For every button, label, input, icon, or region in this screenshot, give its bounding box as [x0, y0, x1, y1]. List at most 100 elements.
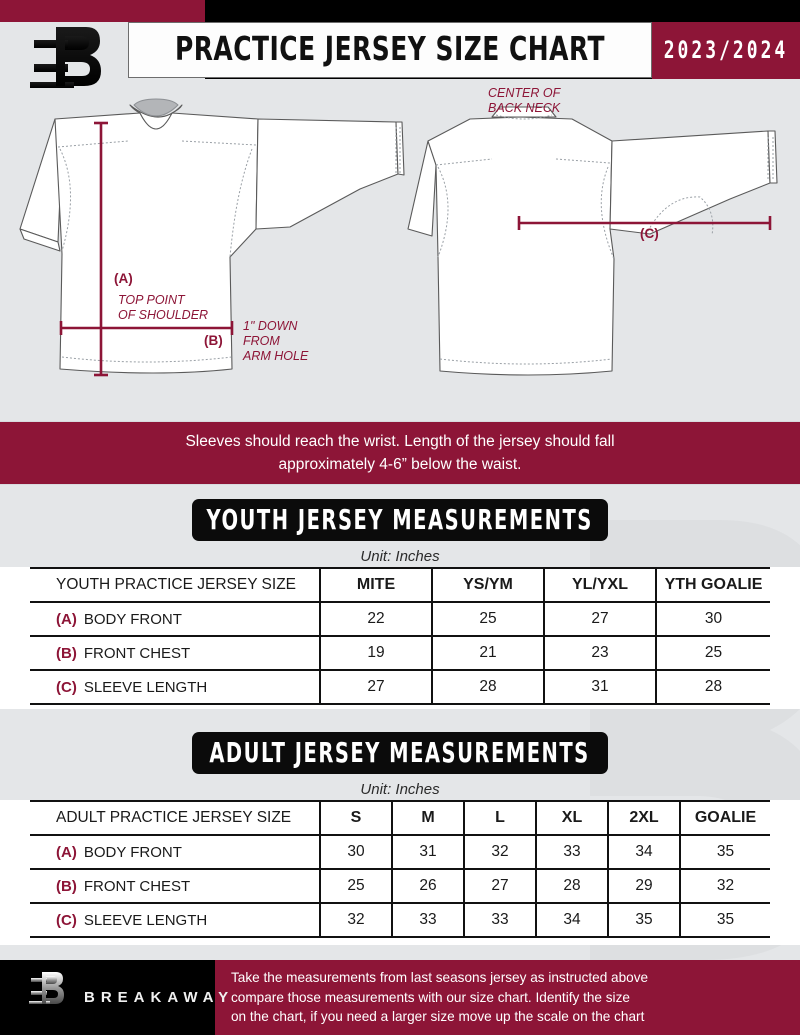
- youth-table-wrap: YOUTH PRACTICE JERSEY SIZE MITE YS/YM YL…: [0, 567, 800, 709]
- youth-row-letter-0: (A): [56, 610, 77, 628]
- youth-col-header-3: YTH GOALIE: [655, 567, 770, 603]
- adult-row-letter-0: (A): [56, 843, 77, 861]
- adult-cell-0-1: 31: [391, 834, 464, 870]
- header-band: PRACTICE JERSEY SIZE CHART 2023/2024: [0, 22, 800, 79]
- adult-cell-1-4: 29: [607, 868, 680, 904]
- adult-table-wrap: ADULT PRACTICE JERSEY SIZE S M L XL 2XL …: [0, 800, 800, 945]
- footer: BREAKAWAY Take the measurements from las…: [0, 960, 800, 1035]
- adult-size-header: ADULT PRACTICE JERSEY SIZE: [30, 800, 320, 836]
- youth-cell-1-3: 25: [655, 635, 770, 671]
- season-box: 2023/2024: [652, 22, 800, 79]
- adult-col-header-0: S: [319, 800, 392, 836]
- youth-cell-1-2: 23: [543, 635, 656, 671]
- youth-cell-2-0: 27: [319, 669, 432, 705]
- adult-cell-2-2: 33: [463, 902, 536, 938]
- table-row: (B) FRONT CHEST 19 21 23 25: [30, 635, 770, 671]
- page-title-box: PRACTICE JERSEY SIZE CHART: [128, 22, 652, 78]
- note-line-1: Sleeves should reach the wrist. Length o…: [185, 433, 615, 450]
- sleeve-note-band: Sleeves should reach the wrist. Length o…: [0, 421, 800, 485]
- youth-row-name-1: FRONT CHEST: [83, 644, 191, 662]
- youth-section-heading: YOUTH JERSEY MEASUREMENTS: [192, 499, 608, 541]
- youth-cell-0-0: 22: [319, 601, 432, 637]
- footer-brand-name: BREAKAWAY: [84, 989, 235, 1006]
- youth-row-letter-2: (C): [56, 678, 77, 696]
- adult-cell-2-5: 35: [679, 902, 770, 938]
- label-a-marker: (A): [114, 271, 133, 286]
- youth-unit-label: Unit: Inches: [360, 548, 440, 565]
- youth-row-name-0: BODY FRONT: [83, 610, 182, 628]
- adult-row-name-1: FRONT CHEST: [83, 877, 191, 895]
- season-label: 2023/2024: [663, 36, 789, 65]
- footer-line-2: compare those measurements with our size…: [231, 989, 630, 1005]
- adult-section-heading: ADULT JERSEY MEASUREMENTS: [192, 732, 608, 774]
- table-row: (C) SLEEVE LENGTH 32 33 33 34 35 35: [30, 902, 770, 938]
- adult-cell-1-1: 26: [391, 868, 464, 904]
- adult-cell-2-3: 34: [535, 902, 608, 938]
- label-b-marker: (B): [204, 333, 223, 348]
- youth-row-label-1: (B) FRONT CHEST: [30, 635, 320, 671]
- adult-table-header-row: ADULT PRACTICE JERSEY SIZE S M L XL 2XL …: [30, 800, 770, 836]
- top-accent-strip: [0, 0, 800, 22]
- top-strip-maroon: [0, 0, 205, 22]
- adult-unit-label: Unit: Inches: [360, 781, 440, 798]
- label-b-note-1: 1" DOWN: [243, 319, 298, 333]
- label-c-marker: (C): [640, 226, 659, 241]
- adult-row-letter-1: (B): [56, 877, 77, 895]
- adult-col-header-3: XL: [535, 800, 608, 836]
- adult-cell-0-5: 35: [679, 834, 770, 870]
- adult-cell-2-1: 33: [391, 902, 464, 938]
- youth-row-letter-1: (B): [56, 644, 77, 662]
- youth-heading-label: YOUTH JERSEY MEASUREMENTS: [206, 504, 594, 536]
- adult-cell-1-3: 28: [535, 868, 608, 904]
- table-row: (A) BODY FRONT 22 25 27 30: [30, 601, 770, 637]
- label-a-note-1: TOP POINT: [118, 293, 186, 307]
- adult-cell-0-2: 32: [463, 834, 536, 870]
- youth-size-header: YOUTH PRACTICE JERSEY SIZE: [30, 567, 320, 603]
- note-line-2: approximately 4-6” below the waist.: [278, 456, 522, 473]
- adult-row-name-0: BODY FRONT: [83, 843, 182, 861]
- table-row: (A) BODY FRONT 30 31 32 33 34 35: [30, 834, 770, 870]
- adult-row-letter-2: (C): [56, 911, 77, 929]
- youth-col-header-0: MITE: [319, 567, 432, 603]
- youth-table-header-row: YOUTH PRACTICE JERSEY SIZE MITE YS/YM YL…: [30, 567, 770, 603]
- youth-col-header-2: YL/YXL: [543, 567, 656, 603]
- adult-cell-0-4: 34: [607, 834, 680, 870]
- youth-row-label-0: (A) BODY FRONT: [30, 601, 320, 637]
- label-c-note-1: CENTER OF: [488, 86, 562, 100]
- youth-row-name-2: SLEEVE LENGTH: [83, 678, 208, 696]
- adult-col-header-2: L: [463, 800, 536, 836]
- adult-row-label-2: (C) SLEEVE LENGTH: [30, 902, 320, 938]
- youth-col-header-1: YS/YM: [431, 567, 544, 603]
- adult-size-table: ADULT PRACTICE JERSEY SIZE S M L XL 2XL …: [30, 800, 770, 938]
- youth-cell-0-2: 27: [543, 601, 656, 637]
- label-c-note-2: BACK NECK: [488, 101, 561, 115]
- adult-cell-1-0: 25: [319, 868, 392, 904]
- adult-row-label-0: (A) BODY FRONT: [30, 834, 320, 870]
- adult-cell-0-0: 30: [319, 834, 392, 870]
- label-b-note-3: ARM HOLE: [242, 349, 309, 363]
- breakaway-b-logo-icon: [28, 24, 110, 92]
- table-row: (C) SLEEVE LENGTH 27 28 31 28: [30, 669, 770, 705]
- footer-instructions: Take the measurements from last seasons …: [215, 960, 800, 1035]
- adult-cell-0-3: 33: [535, 834, 608, 870]
- youth-cell-1-1: 21: [431, 635, 544, 671]
- adult-cell-1-5: 32: [679, 868, 770, 904]
- adult-cell-2-0: 32: [319, 902, 392, 938]
- page-title: PRACTICE JERSEY SIZE CHART: [174, 30, 606, 70]
- adult-col-header-1: M: [391, 800, 464, 836]
- youth-cell-2-2: 31: [543, 669, 656, 705]
- adult-heading-label: ADULT JERSEY MEASUREMENTS: [209, 737, 591, 769]
- youth-row-label-2: (C) SLEEVE LENGTH: [30, 669, 320, 705]
- adult-col-header-4: 2XL: [607, 800, 680, 836]
- youth-cell-2-3: 28: [655, 669, 770, 705]
- adult-row-name-2: SLEEVE LENGTH: [83, 911, 208, 929]
- adult-cell-2-4: 35: [607, 902, 680, 938]
- youth-cell-1-0: 19: [319, 635, 432, 671]
- adult-cell-1-2: 27: [463, 868, 536, 904]
- youth-cell-2-1: 28: [431, 669, 544, 705]
- jersey-diagram-area: (A) TOP POINT OF SHOULDER (B) 1" DOWN FR…: [0, 79, 800, 421]
- youth-cell-0-1: 25: [431, 601, 544, 637]
- footer-brand-block: BREAKAWAY: [0, 960, 228, 1035]
- footer-line-1: Take the measurements from last seasons …: [231, 970, 649, 986]
- footer-breakaway-b-logo-icon: [28, 970, 68, 1008]
